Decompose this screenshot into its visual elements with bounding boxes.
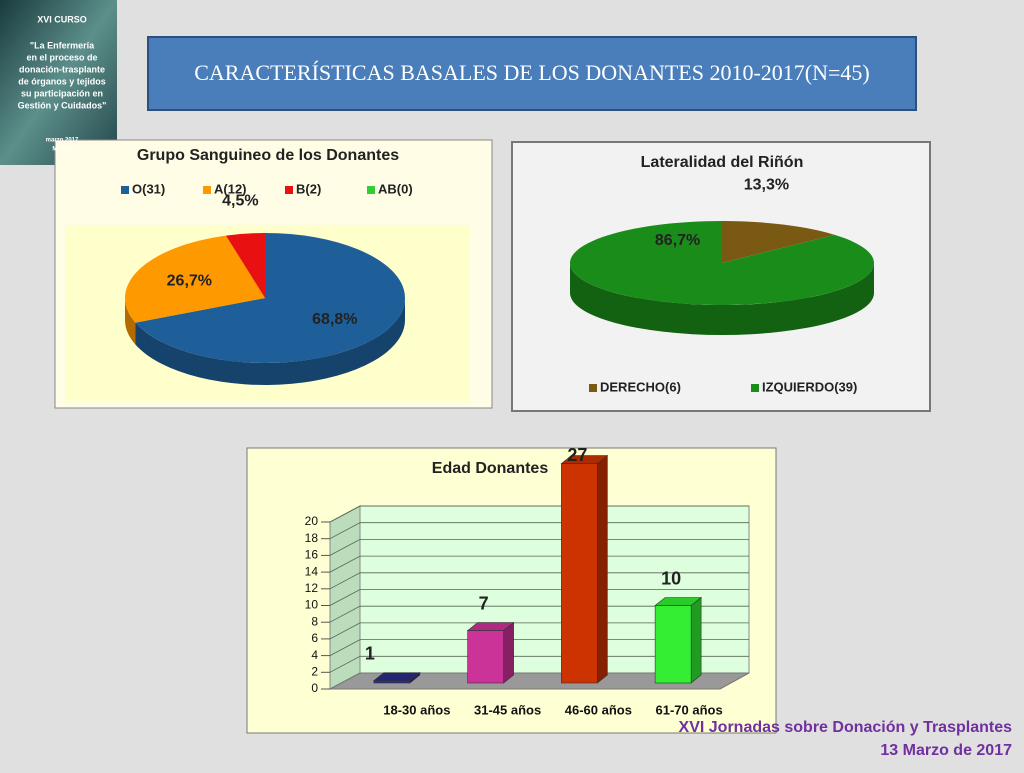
legend-label: O(31) <box>132 181 165 196</box>
grid-line <box>329 522 749 540</box>
legend-swatch <box>751 384 759 392</box>
title-box <box>147 36 917 111</box>
bar <box>561 463 598 684</box>
footer: XVI Jornadas sobre Donación y Trasplante… <box>679 719 1013 736</box>
grid-line <box>329 639 749 656</box>
x-tick-label: 61-70 años <box>656 702 723 717</box>
grid-line <box>329 605 749 623</box>
legend-label: AB(0) <box>378 181 413 196</box>
pie-slice <box>225 233 265 298</box>
data-label: 27 <box>567 445 587 465</box>
logo-text: su participación en <box>21 88 103 98</box>
pie-slice <box>135 233 406 364</box>
data-label: 86,7% <box>655 232 700 249</box>
footer: 13 Marzo de 2017 <box>880 742 1012 759</box>
y-tick-label: 16 <box>305 548 319 562</box>
data-label: 10 <box>661 568 681 588</box>
chart-title: Grupo Sanguineo de los Donantes <box>137 147 399 164</box>
bar <box>467 630 504 684</box>
y-tick-label: 12 <box>305 581 319 595</box>
grid-line <box>329 505 749 523</box>
pie-side <box>135 298 405 385</box>
data-label: 26,7% <box>167 272 212 289</box>
grid-line <box>329 622 749 640</box>
legend-swatch <box>589 384 597 392</box>
pie-slice <box>722 221 835 263</box>
x-tick-label: 46-60 años <box>565 702 632 717</box>
legend-swatch <box>285 186 293 194</box>
y-tick-label: 4 <box>311 648 318 662</box>
bar <box>373 680 411 684</box>
data-label: 68,8% <box>312 311 357 328</box>
legend-label: B(2) <box>296 181 321 196</box>
bar-side <box>503 621 514 684</box>
y-tick-label: 2 <box>311 664 318 678</box>
y-tick-label: 6 <box>311 631 318 645</box>
bar-side <box>597 454 608 684</box>
data-label: 7 <box>479 593 489 613</box>
bar-side <box>690 596 702 684</box>
y-tick-label: 14 <box>305 564 319 578</box>
x-tick-label: 31-45 años <box>474 702 541 717</box>
logo-text: XVI CURSO <box>37 14 87 24</box>
data-label: 1 <box>365 643 375 663</box>
legend-swatch <box>203 186 211 194</box>
grid-line <box>329 539 749 556</box>
pie-slice <box>124 235 265 323</box>
bar <box>654 605 692 684</box>
legend-label: DERECHO(6) <box>600 379 681 394</box>
y-tick-label: 10 <box>305 598 319 612</box>
pie-slice <box>569 221 874 306</box>
logo-text: "La Enfermería <box>30 40 95 50</box>
chart-title: Edad Donantes <box>432 460 549 477</box>
floor <box>329 672 750 690</box>
grid-line <box>329 572 749 590</box>
legend-swatch <box>121 186 129 194</box>
x-tick-label: 18-30 años <box>383 702 450 717</box>
logo-text: donación-trasplante <box>19 64 105 74</box>
chart-title: Lateralidad del Riñón <box>641 154 804 171</box>
legend-label: A(12) <box>214 181 247 196</box>
data-label: 13,3% <box>744 177 789 194</box>
slide-title: CARACTERÍSTICAS BASALES DE LOS DONANTES … <box>194 60 869 85</box>
pie-side <box>570 263 874 335</box>
y-tick-label: 20 <box>305 514 319 528</box>
y-tick-label: 8 <box>311 614 318 628</box>
legend-label: IZQUIERDO(39) <box>762 379 857 394</box>
logo-text: Murcia <box>52 147 72 153</box>
grid-line <box>329 655 749 673</box>
logo-text: de órganos y tejidos <box>18 76 106 86</box>
logo-text: marzo 2017 <box>46 138 79 144</box>
pie-side <box>125 298 136 345</box>
legend-swatch <box>367 186 375 194</box>
grid-line <box>329 555 749 573</box>
y-tick-label: 0 <box>311 681 318 695</box>
data-label: 4,5% <box>222 193 258 210</box>
logo <box>0 0 117 165</box>
grid-line <box>329 589 749 606</box>
logo-text: Gestión y Cuidados" <box>18 100 107 110</box>
logo-text: en el proceso de <box>26 52 97 62</box>
y-tick-label: 18 <box>305 531 319 545</box>
